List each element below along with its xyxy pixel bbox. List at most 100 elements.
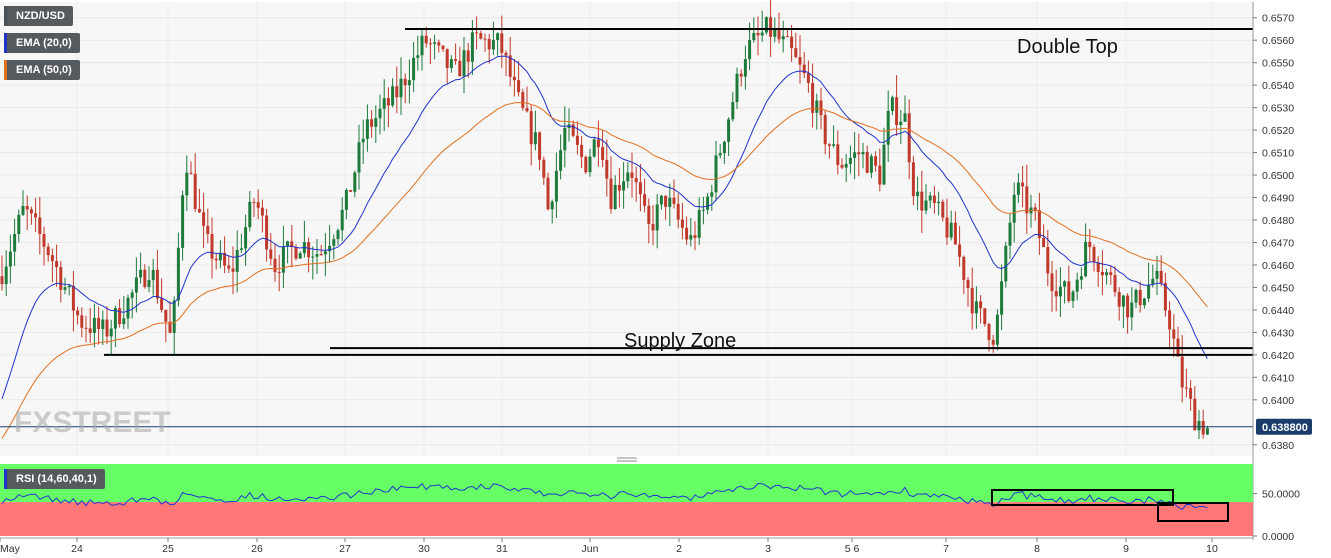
candle-body: [1151, 278, 1155, 285]
candle-body: [1180, 356, 1184, 388]
last-price-marker: 0.638800: [1256, 418, 1312, 435]
candle-body: [189, 172, 193, 174]
candle-body: [420, 35, 424, 56]
candle-body: [638, 182, 642, 195]
candle-body: [399, 78, 403, 98]
candle-body: [592, 139, 596, 157]
candle-body: [958, 244, 962, 257]
candle-body: [731, 102, 735, 120]
candle-body: [437, 42, 441, 46]
candle-body: [59, 267, 63, 290]
candle-body: [319, 254, 323, 256]
candle-body: [412, 57, 416, 81]
candle-body: [1000, 281, 1004, 315]
candle-body: [458, 60, 462, 77]
candle-body: [890, 97, 894, 112]
legend-ema20[interactable]: EMA (20,0): [4, 33, 80, 53]
price-plot-area: [0, 2, 1253, 456]
rsi-lower-zone: [0, 502, 1253, 536]
legend-ema50[interactable]: EMA (50,0): [4, 60, 80, 80]
candle-body: [109, 328, 113, 337]
time-tick-label: 9: [1123, 543, 1129, 555]
candle-body: [643, 194, 647, 206]
candle-body: [71, 285, 75, 311]
candle-body: [231, 268, 235, 272]
candle-body: [1092, 247, 1096, 263]
candle-body: [764, 17, 768, 33]
candle-body: [853, 152, 857, 158]
candle-body: [449, 59, 453, 68]
rsi-pane: [0, 464, 1253, 536]
candle-body: [605, 159, 609, 179]
candle-body: [1184, 387, 1188, 389]
candle-body: [907, 113, 911, 163]
time-tick-label: 8: [1034, 543, 1040, 555]
candle-body: [491, 40, 495, 50]
candle-body: [1071, 291, 1075, 302]
time-tick-label: 26: [251, 543, 263, 555]
candle-body: [197, 208, 201, 213]
candle-body: [916, 191, 920, 197]
candle-body: [920, 191, 924, 211]
legend-symbol[interactable]: NZD/USD: [4, 6, 73, 26]
candle-body: [164, 309, 168, 322]
candle-body: [815, 100, 819, 113]
candle-body: [538, 132, 542, 160]
candle-body: [101, 319, 105, 330]
candle-body: [689, 235, 693, 240]
candle-body: [1058, 286, 1062, 297]
candle-body: [235, 249, 239, 272]
candle-body: [1063, 281, 1067, 287]
candle-body: [227, 265, 231, 269]
candle-body: [739, 73, 743, 77]
candle-body: [596, 139, 600, 148]
candle-body: [290, 241, 294, 248]
candle-body: [134, 277, 138, 293]
candle-body: [521, 92, 525, 109]
candle-body: [685, 227, 689, 240]
candle-body: [773, 29, 777, 37]
candle-body: [655, 204, 659, 231]
candle-body: [168, 321, 172, 333]
candle-body: [1155, 270, 1159, 279]
candle-body: [67, 285, 71, 288]
candle-body: [1117, 292, 1121, 307]
candle-body: [743, 59, 747, 77]
candle-body: [46, 246, 50, 256]
candle-body: [42, 233, 46, 247]
candle-body: [1109, 272, 1113, 276]
price-tick-label: 0.6420: [1262, 350, 1294, 362]
candle-body: [441, 45, 445, 50]
candle-body: [924, 200, 928, 211]
rsi-annotation-boxes: [991, 489, 1229, 522]
candle-body: [1046, 247, 1050, 274]
candle-body: [88, 328, 92, 333]
candle-body: [508, 55, 512, 77]
price-tick-label: 0.6550: [1262, 58, 1294, 70]
ema50-line: [1, 101, 1208, 439]
candle-body: [147, 280, 151, 287]
candle-body: [248, 201, 252, 228]
candle-body: [987, 324, 991, 340]
candle-body: [1130, 302, 1134, 318]
pane-resize-handle[interactable]: [617, 457, 637, 462]
price-tick-label: 0.6440: [1262, 305, 1294, 317]
legend-rsi[interactable]: RSI (14,60,40,1): [4, 469, 105, 489]
candle-body: [55, 261, 59, 268]
candle-body: [256, 202, 260, 208]
candle-body: [122, 318, 126, 325]
candle-body: [886, 111, 890, 145]
price-tick-label: 0.6480: [1262, 215, 1294, 227]
candle-body: [966, 279, 970, 289]
candle-body: [1008, 222, 1012, 246]
candle-body: [172, 300, 176, 333]
candle-body: [155, 269, 159, 299]
candle-body: [588, 156, 592, 173]
time-tick-label: 5 6: [845, 543, 860, 555]
annotation-supply-zone: Supply Zone: [624, 330, 736, 352]
candle-body: [361, 138, 365, 143]
candle-body: [517, 80, 521, 93]
candle-body: [760, 32, 764, 36]
candle-body: [1159, 270, 1163, 283]
key-levels: [0, 27, 1253, 428]
